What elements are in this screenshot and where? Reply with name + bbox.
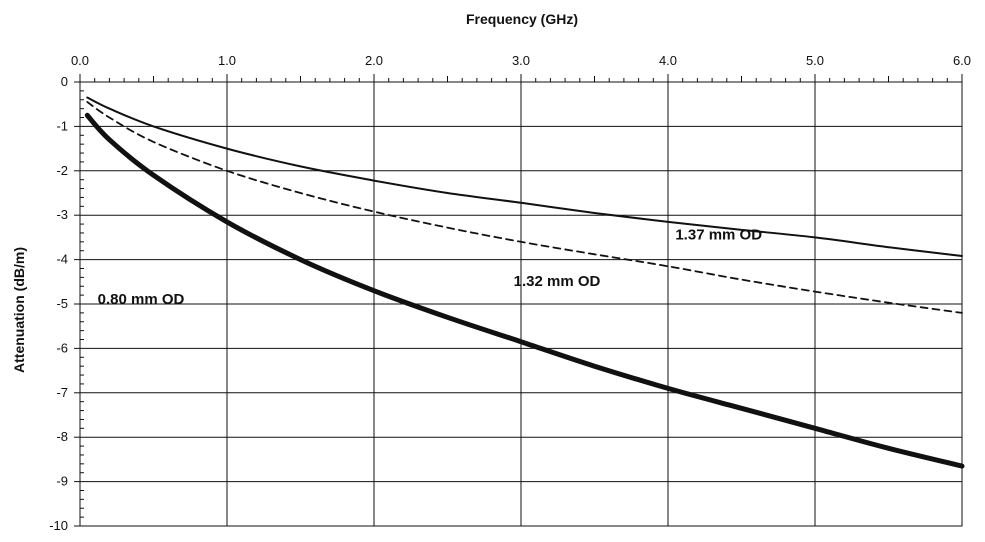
y-tick-label: -6 xyxy=(56,340,68,355)
x-tick-label: 4.0 xyxy=(659,53,677,68)
y-tick-label: -5 xyxy=(56,296,68,311)
y-tick-label: 0 xyxy=(61,74,68,89)
x-axis-title: Frequency (GHz) xyxy=(466,11,578,27)
y-tick-label: -2 xyxy=(56,163,68,178)
y-tick-label: -8 xyxy=(56,429,68,444)
y-tick-label: -1 xyxy=(56,118,68,133)
x-tick-label: 1.0 xyxy=(218,53,236,68)
plot-frame xyxy=(79,81,963,527)
series-annotations: 1.37 mm OD 1.32 mm OD 0.80 mm OD xyxy=(98,227,763,308)
series-label-2: 0.80 mm OD xyxy=(98,291,185,308)
tick-marks xyxy=(74,74,963,527)
y-tick-label: -9 xyxy=(56,474,68,489)
series-label-1: 1.32 mm OD xyxy=(514,273,601,290)
x-tick-label: 5.0 xyxy=(806,53,824,68)
x-tick-label: 6.0 xyxy=(953,53,971,68)
y-tick-label: -7 xyxy=(56,385,68,400)
y-tick-label: -4 xyxy=(56,252,68,267)
series-line-2 xyxy=(84,112,965,469)
y-tick-label: -10 xyxy=(49,518,68,533)
series-line-0 xyxy=(86,96,963,257)
x-tick-label: 3.0 xyxy=(512,53,530,68)
x-tick-label: 2.0 xyxy=(365,53,383,68)
series-label-0: 1.37 mm OD xyxy=(675,227,762,244)
y-tick-label: -3 xyxy=(56,207,68,222)
series-line-1 xyxy=(86,101,963,314)
series-lines xyxy=(84,96,965,469)
x-tick-label: 0.0 xyxy=(71,53,89,68)
y-axis-title: Attenuation (dB/m) xyxy=(11,247,27,373)
tick-labels: 0 -1 -2 -3 -4 -5 -6 -7 -8 -9 -10 0.0 1.0 2.0 3.0 4.0 5.0… xyxy=(49,53,971,533)
grid xyxy=(79,81,963,527)
